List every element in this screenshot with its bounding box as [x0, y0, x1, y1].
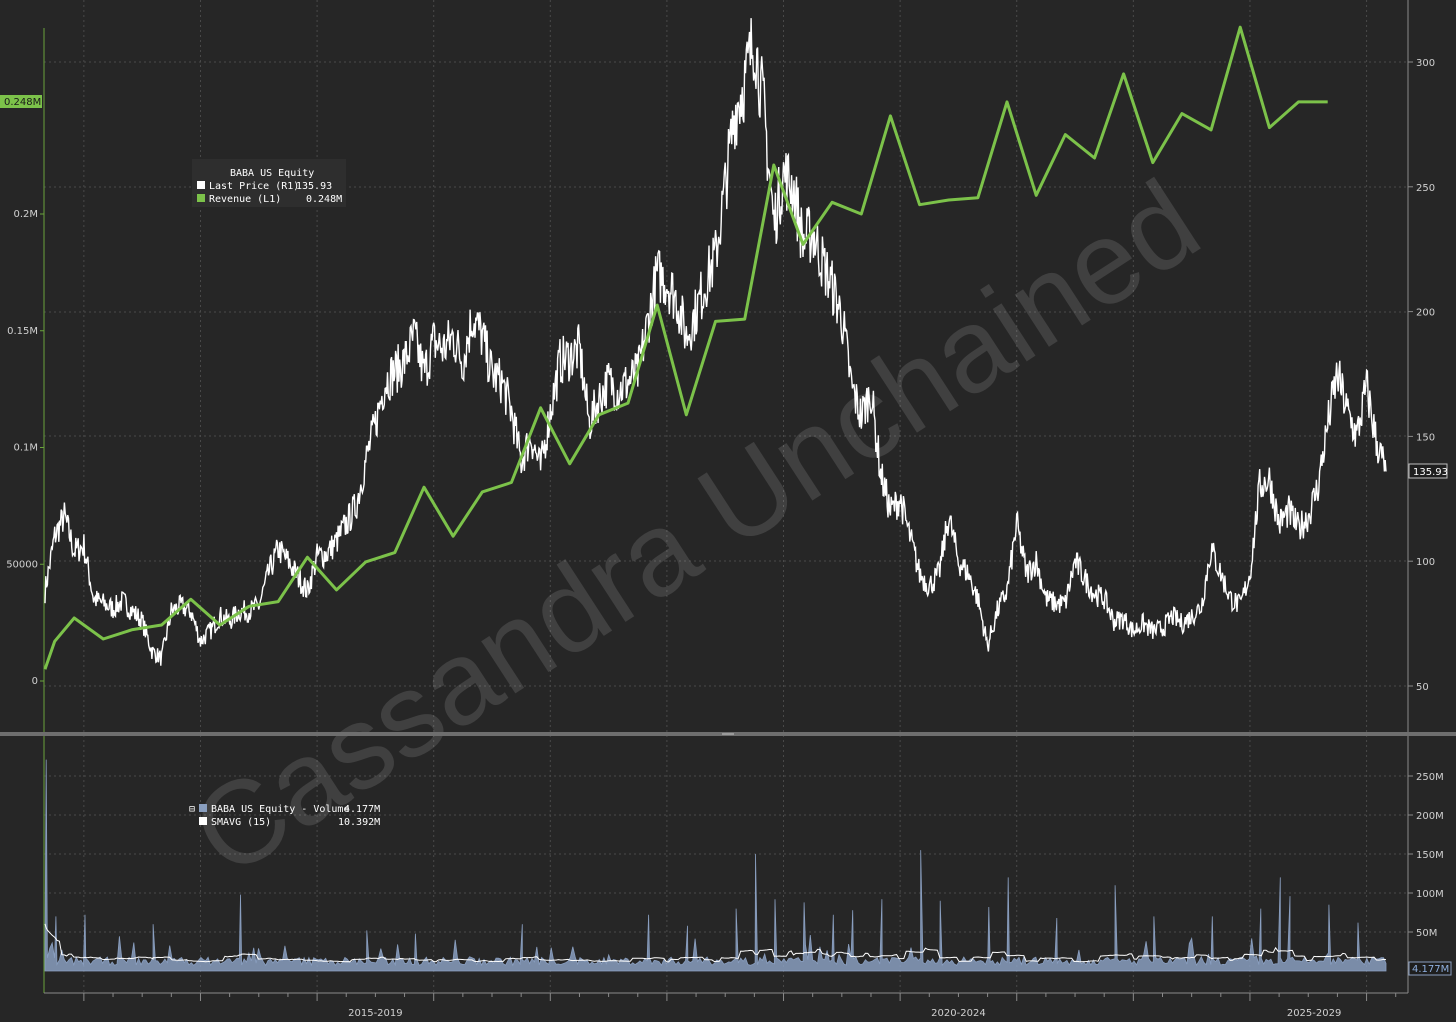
- volume-axis-ticks: 50M 100M 150M 200M 250M: [1408, 772, 1444, 939]
- volume-series: [44, 759, 1387, 972]
- legend-value-price: 135.93: [296, 181, 332, 192]
- legend-label-volume: BABA US Equity - Volume: [211, 804, 349, 815]
- legend-collapse-icon[interactable]: ⊟: [189, 804, 195, 815]
- volume-last-value-text: 4.177M: [1412, 964, 1449, 975]
- vol-tick-label-1: 100M: [1416, 889, 1444, 900]
- right-tick-label-4: 250: [1416, 183, 1435, 194]
- x-period-label-0: 2015-2019: [348, 1008, 403, 1019]
- left-tick-label-3: 0.15M: [7, 326, 38, 337]
- left-tick-label-4: 0.2M: [13, 209, 38, 220]
- legend-swatch-smavg: [199, 817, 207, 825]
- price-series: [44, 18, 1387, 666]
- legend-label-price: Last Price (R1): [209, 181, 299, 192]
- legend-swatch-price: [197, 181, 205, 189]
- legend-label-revenue: Revenue (L1): [209, 194, 281, 205]
- price-last-value-label: 135.93: [1408, 463, 1448, 479]
- vol-tick-label-3: 200M: [1416, 811, 1444, 822]
- pane-divider-handle[interactable]: [722, 733, 734, 735]
- vol-tick-label-4: 250M: [1416, 772, 1444, 783]
- x-period-label-1: 2020-2024: [931, 1008, 986, 1019]
- legend-swatch-revenue: [197, 194, 205, 202]
- legend-box: [192, 159, 346, 207]
- revenue-line: [43, 25, 1328, 670]
- x-period-label-2: 2025-2029: [1287, 1008, 1342, 1019]
- price-legend[interactable]: BABA US Equity Last Price (R1) 135.93 Re…: [192, 159, 346, 207]
- left-tick-label-0: 0: [32, 676, 38, 687]
- right-tick-label-1: 100: [1416, 557, 1435, 568]
- legend-title: BABA US Equity: [230, 168, 314, 179]
- right-tick-label-3: 200: [1416, 308, 1435, 319]
- revenue-last-value-text: 0.248M: [4, 97, 41, 108]
- x-axis-ticks: 2015-2019 2020-2024 2025-2029: [83, 993, 1397, 1019]
- price-last-value-text: 135.93: [1413, 467, 1448, 478]
- right-tick-label-0: 50: [1416, 682, 1429, 693]
- volume-legend[interactable]: ⊟ BABA US Equity - Volume 4.177M SMAVG (…: [189, 804, 380, 828]
- revenue-series: [43, 25, 1328, 670]
- revenue-last-value-label: 0.248M: [0, 95, 42, 108]
- vol-tick-label-2: 150M: [1416, 850, 1444, 861]
- right-tick-label-2: 150: [1416, 432, 1435, 443]
- left-tick-label-2: 0.1M: [13, 443, 38, 454]
- legend-value-volume: 4.177M: [344, 804, 380, 815]
- vol-tick-label-0: 50M: [1416, 928, 1437, 939]
- legend-value-smavg: 10.392M: [338, 817, 380, 828]
- smavg-line: [44, 923, 1387, 963]
- left-axis-ticks: 0 50000 0.1M 0.15M 0.2M: [6, 209, 44, 687]
- right-tick-label-5: 300: [1416, 58, 1435, 69]
- volume-last-value-label: 4.177M: [1408, 961, 1452, 976]
- legend-label-smavg: SMAVG (15): [211, 817, 271, 828]
- left-tick-label-1: 50000: [6, 559, 38, 570]
- legend-swatch-volume: [199, 804, 207, 812]
- legend-value-revenue: 0.248M: [306, 194, 342, 205]
- right-axis-ticks: 50 100 150 200 250 300: [1408, 58, 1435, 693]
- price-line: [44, 18, 1387, 666]
- volume-area: [44, 759, 1387, 972]
